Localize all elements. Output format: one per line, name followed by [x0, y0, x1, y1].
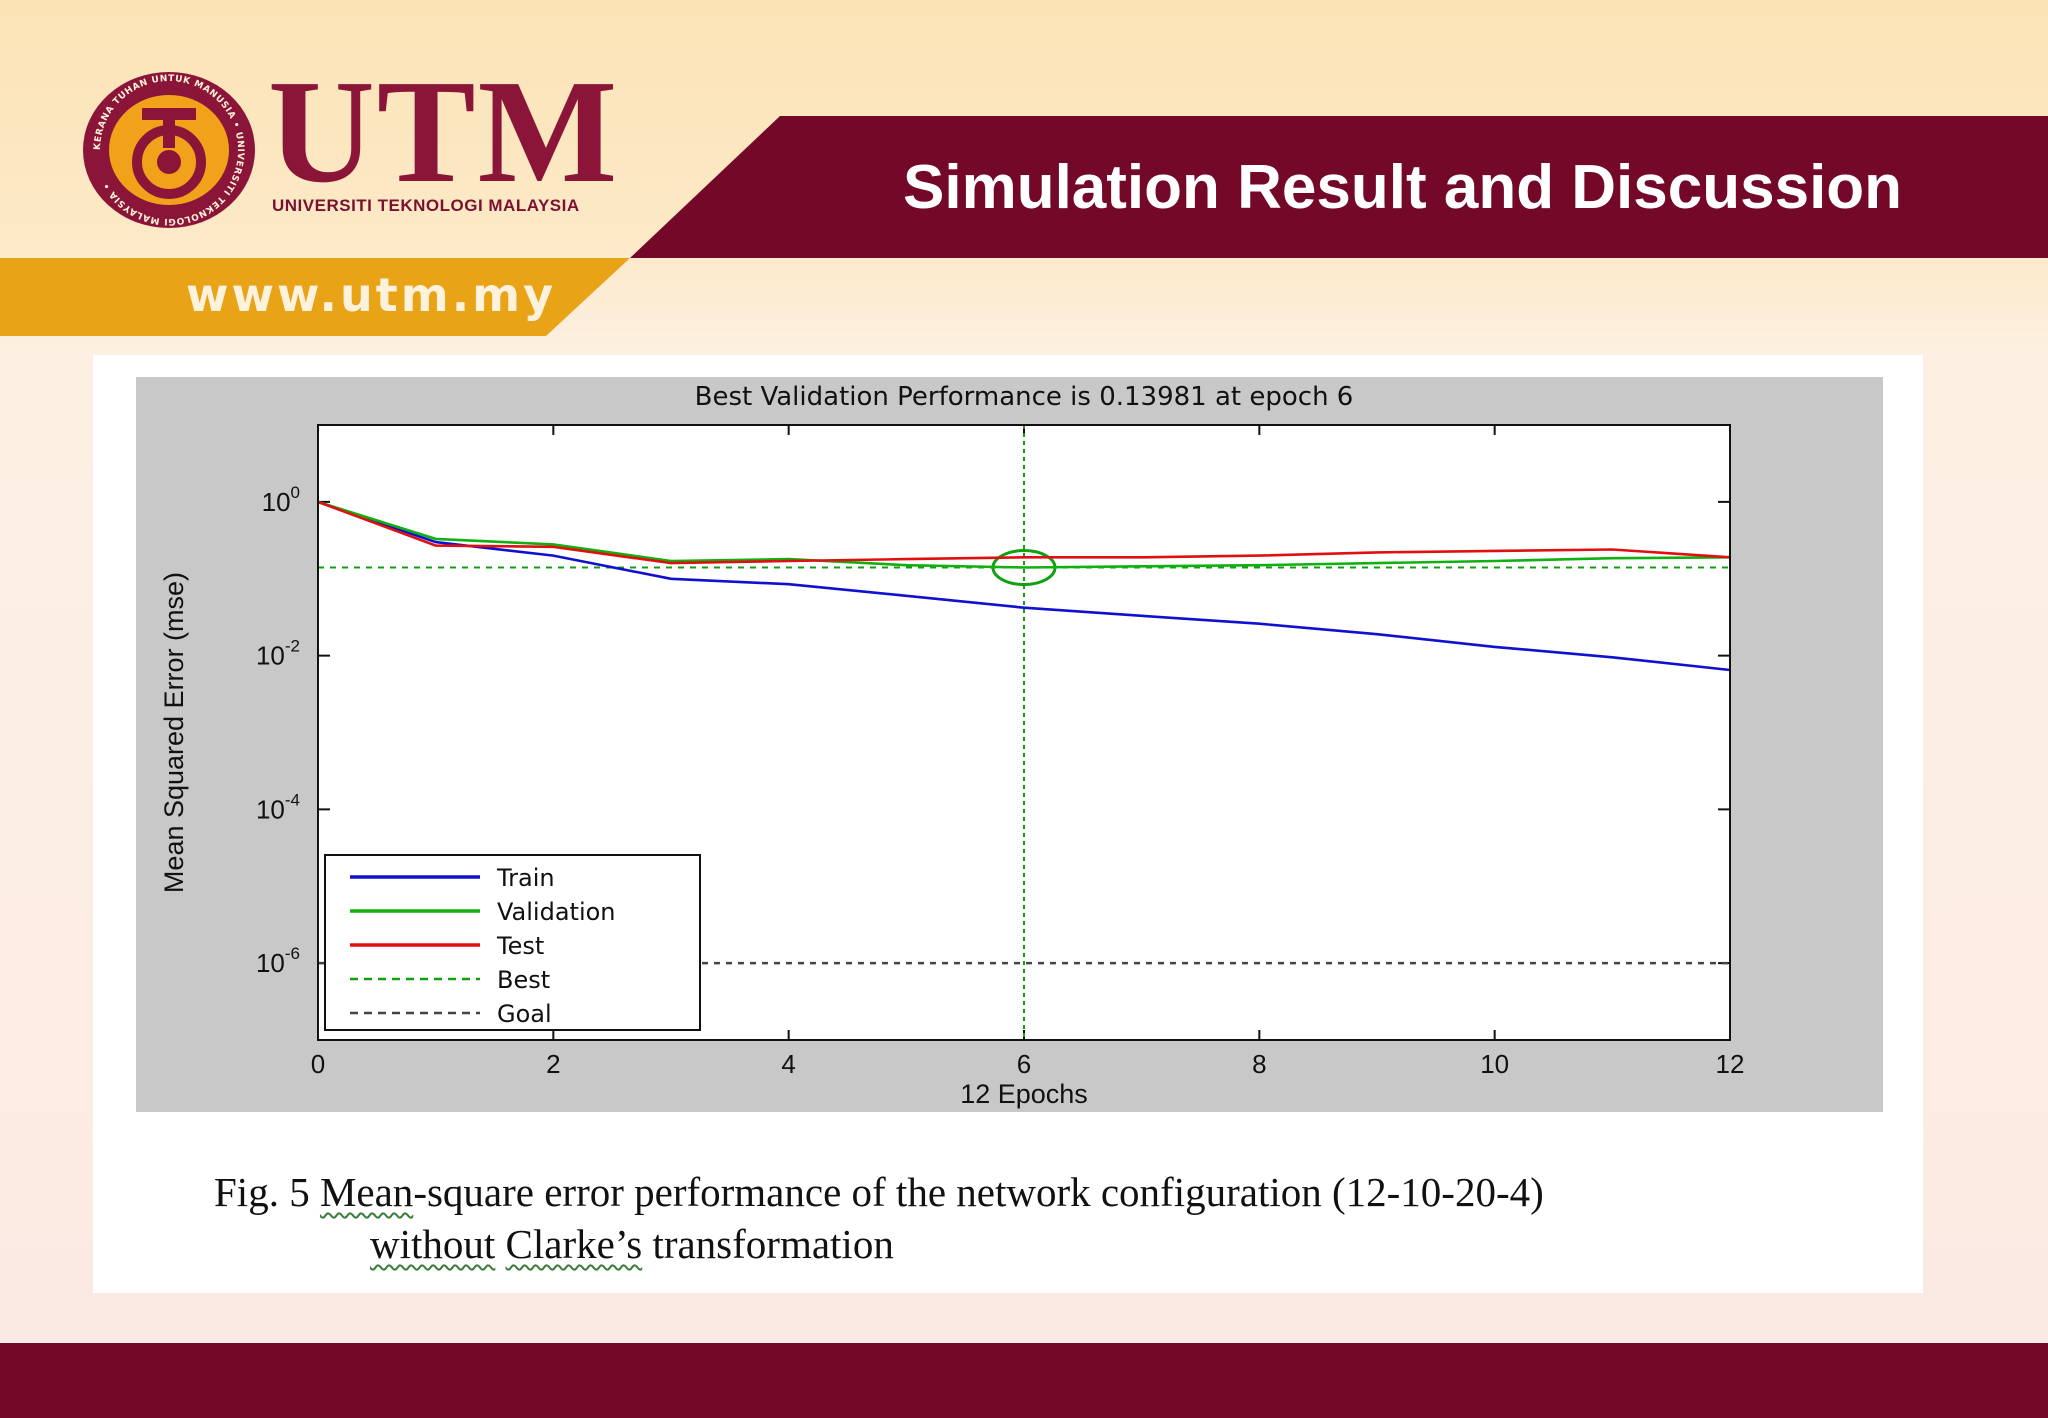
- y-tick-label: 10-2: [256, 637, 300, 671]
- y-tick-label: 10-4: [256, 790, 300, 824]
- footer-bar: [0, 1343, 2048, 1418]
- caption-line2-text: transformation: [652, 1221, 894, 1267]
- x-tick-label: 12: [1716, 1049, 1745, 1079]
- x-tick-label: 0: [311, 1049, 325, 1079]
- x-tick-label: 4: [781, 1049, 795, 1079]
- y-axis-label: Mean Squared Error (mse): [159, 572, 189, 893]
- series-line-validation: [317, 500, 1731, 569]
- utm-seal-logo: KERANA TUHAN UNTUK MANUSIA • UNIVERSITI …: [83, 72, 255, 228]
- maroon-band: [630, 116, 2048, 258]
- chart-title: Best Validation Performance is 0.13981 a…: [695, 382, 1354, 412]
- x-tick-label: 8: [1252, 1049, 1266, 1079]
- legend-label-test: Test: [496, 932, 544, 960]
- gold-band: [0, 258, 630, 336]
- figure-caption-line-2: without Clarke’s transformation: [370, 1220, 894, 1268]
- header-banner: [0, 116, 2048, 336]
- legend-label-train: Train: [496, 864, 555, 892]
- x-tick-label: 10: [1480, 1049, 1509, 1079]
- x-tick-label: 6: [1017, 1049, 1031, 1079]
- caption-fig-label: Fig. 5: [214, 1169, 310, 1215]
- utm-wordmark: UTM: [268, 50, 620, 214]
- university-name: UNIVERSITI TEKNOLOGI MALAYSIA: [272, 196, 580, 215]
- y-tick-label: 100: [262, 483, 300, 517]
- series-line-test: [317, 500, 1731, 565]
- legend-label-best: Best: [497, 966, 550, 994]
- performance-chart: Best Validation Performance is 0.13981 a…: [136, 377, 1883, 1112]
- x-tick-label: 2: [546, 1049, 560, 1079]
- legend-box: [324, 854, 701, 1031]
- y-tick-label: 10-6: [256, 944, 300, 978]
- plot-frame: [317, 424, 1731, 1041]
- caption-mean-word: Mean: [319, 1169, 414, 1215]
- legend-label-goal: Goal: [497, 1000, 552, 1028]
- caption-clarke-word: Clarke’s: [505, 1221, 643, 1267]
- caption-line1-text: -square error performance of the network…: [413, 1169, 1544, 1215]
- caption-without-word: without: [370, 1221, 496, 1267]
- slide-title: Simulation Result and Discussion: [903, 153, 1903, 222]
- website-url: www.utm.my: [186, 268, 557, 322]
- series-line-train: [317, 500, 1731, 672]
- x-axis-label: 12 Epochs: [960, 1079, 1088, 1109]
- legend-label-validation: Validation: [497, 898, 616, 926]
- figure-caption-line-1: Fig. 5 Mean-square error performance of …: [214, 1168, 1544, 1216]
